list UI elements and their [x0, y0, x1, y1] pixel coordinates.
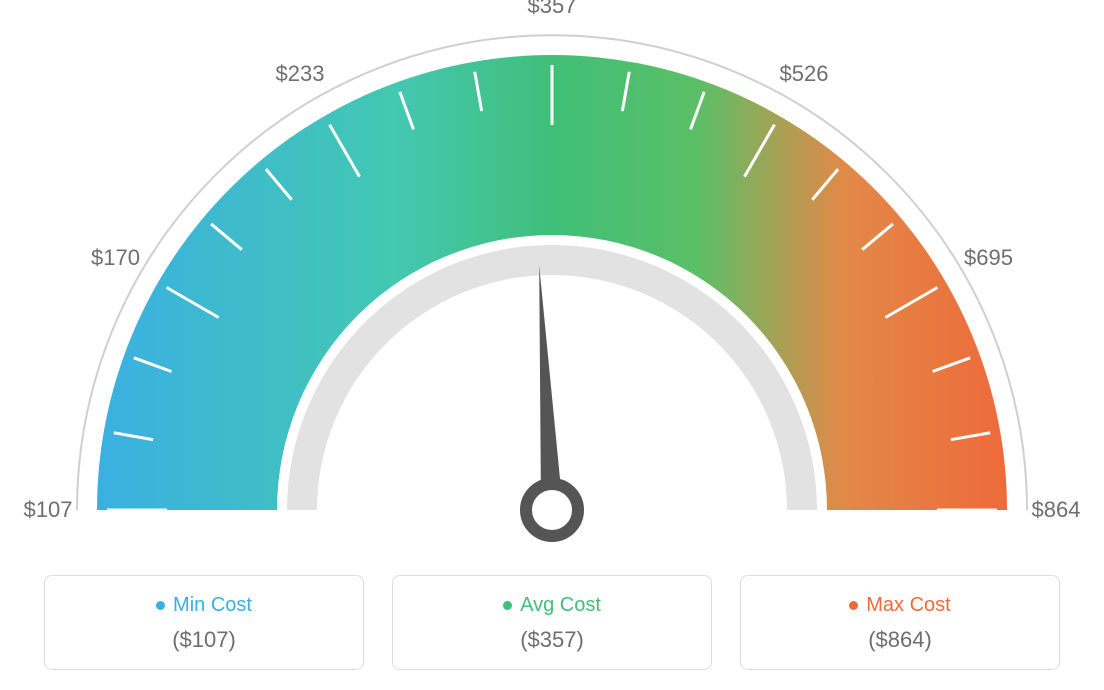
gauge-tick-label: $170	[91, 245, 140, 271]
legend-label: Max Cost	[866, 594, 950, 617]
gauge-tick-label: $233	[276, 61, 325, 87]
legend-title-max: Max Cost	[849, 594, 950, 617]
cost-gauge: $107 $170 $233 $357 $526 $695 $864	[0, 0, 1104, 560]
legend-label: Min Cost	[173, 594, 252, 617]
legend-label: Avg Cost	[520, 594, 601, 617]
gauge-tick-label: $864	[1032, 497, 1081, 523]
gauge-tick-label: $107	[24, 497, 73, 523]
dot-icon	[849, 601, 858, 610]
legend-row: Min Cost ($107) Avg Cost ($357) Max Cost…	[0, 575, 1104, 670]
legend-card-avg: Avg Cost ($357)	[392, 575, 712, 670]
legend-title-avg: Avg Cost	[503, 594, 601, 617]
gauge-tick-label: $357	[528, 0, 577, 19]
legend-title-min: Min Cost	[156, 594, 252, 617]
gauge-svg	[0, 0, 1104, 560]
legend-card-max: Max Cost ($864)	[740, 575, 1060, 670]
legend-value-min: ($107)	[45, 627, 363, 653]
dot-icon	[156, 601, 165, 610]
legend-value-avg: ($357)	[393, 627, 711, 653]
legend-value-max: ($864)	[741, 627, 1059, 653]
gauge-tick-label: $695	[964, 245, 1013, 271]
gauge-tick-label: $526	[780, 61, 829, 87]
legend-card-min: Min Cost ($107)	[44, 575, 364, 670]
dot-icon	[503, 601, 512, 610]
